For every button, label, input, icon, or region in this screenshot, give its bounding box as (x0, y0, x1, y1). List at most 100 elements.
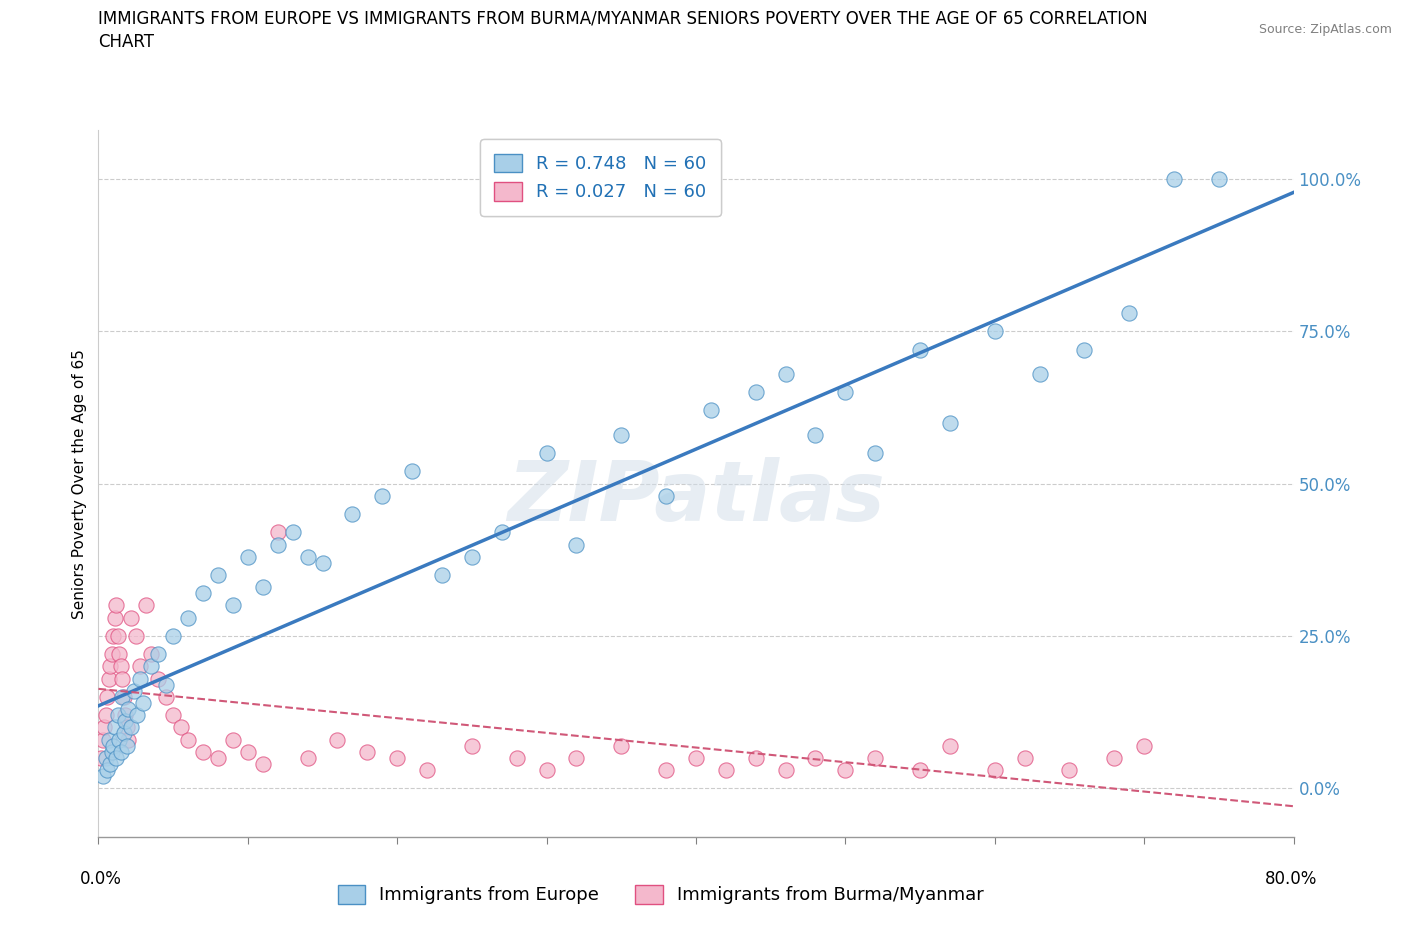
Text: ZIPatlas: ZIPatlas (508, 458, 884, 538)
Point (804, 751, 827, 765)
Text: CHART: CHART (98, 33, 155, 50)
Point (105, 751, 128, 765)
Point (983, 324, 1005, 339)
Point (120, 610, 142, 625)
Point (804, 428, 827, 443)
Point (745, 385, 768, 400)
Point (111, 689, 134, 704)
Text: Source: ZipAtlas.com: Source: ZipAtlas.com (1258, 23, 1392, 36)
Point (610, 738, 633, 753)
Point (536, 445, 558, 460)
Point (565, 538, 588, 552)
Point (908, 763, 931, 777)
Point (139, 659, 162, 674)
Point (108, 646, 131, 661)
Point (96, 689, 118, 704)
Point (775, 366, 797, 381)
Point (775, 763, 797, 777)
Point (127, 708, 149, 723)
Point (103, 738, 125, 753)
Point (401, 464, 423, 479)
Point (281, 525, 304, 539)
Point (97, 732, 120, 747)
Point (297, 550, 319, 565)
Point (252, 579, 274, 594)
Point (655, 763, 678, 777)
Legend: Immigrants from Europe, Immigrants from Burma/Myanmar: Immigrants from Europe, Immigrants from … (330, 878, 991, 911)
Point (834, 385, 856, 400)
Point (112, 726, 135, 741)
Point (610, 428, 633, 443)
Point (297, 751, 319, 765)
Point (236, 550, 259, 565)
Point (112, 689, 135, 704)
Point (1163, 171, 1185, 186)
Point (385, 751, 409, 765)
Point (162, 708, 184, 723)
Point (745, 751, 768, 765)
Point (162, 629, 184, 644)
Legend: R = 0.748   N = 60, R = 0.027   N = 60: R = 0.748 N = 60, R = 0.027 N = 60 (479, 140, 721, 216)
Point (267, 538, 290, 552)
Point (1102, 751, 1125, 765)
Point (191, 744, 214, 759)
Point (1073, 342, 1095, 357)
Point (1208, 171, 1230, 186)
Point (267, 525, 290, 539)
Point (104, 610, 127, 625)
Point (114, 714, 136, 729)
Point (252, 756, 274, 771)
Point (125, 629, 148, 644)
Point (834, 763, 856, 777)
Point (120, 720, 142, 735)
Point (685, 751, 707, 765)
Point (1118, 306, 1140, 321)
Point (342, 507, 364, 522)
Point (565, 751, 588, 765)
Point (91, 732, 114, 747)
Point (416, 763, 439, 777)
Point (939, 415, 962, 430)
Point (1133, 738, 1156, 753)
Point (107, 629, 129, 644)
Point (207, 751, 229, 765)
Text: IMMIGRANTS FROM EUROPE VS IMMIGRANTS FROM BURMA/MYANMAR SENIORS POVERTY OVER THE: IMMIGRANTS FROM EUROPE VS IMMIGRANTS FRO… (98, 9, 1149, 27)
Point (222, 732, 245, 747)
Point (105, 598, 128, 613)
Point (94, 708, 117, 723)
Point (117, 732, 139, 747)
Point (93, 720, 115, 735)
Point (191, 586, 214, 601)
Point (148, 671, 170, 686)
Point (117, 701, 139, 716)
Point (115, 738, 138, 753)
Point (91, 768, 114, 783)
Point (491, 525, 513, 539)
Point (1028, 366, 1050, 381)
Point (114, 708, 136, 723)
Point (1014, 751, 1036, 765)
Point (908, 342, 931, 357)
Point (177, 732, 200, 747)
Point (939, 738, 962, 753)
Point (90, 751, 112, 765)
Point (124, 684, 146, 698)
Point (356, 744, 378, 759)
Point (98, 756, 122, 771)
Point (311, 555, 333, 570)
Point (135, 598, 157, 613)
Point (101, 646, 124, 661)
Point (461, 738, 484, 753)
Point (98, 659, 122, 674)
Point (104, 720, 127, 735)
Point (110, 659, 132, 674)
Point (222, 598, 245, 613)
Point (177, 610, 200, 625)
Point (700, 403, 723, 418)
Point (326, 732, 349, 747)
Point (132, 696, 155, 711)
Point (536, 763, 558, 777)
Y-axis label: Seniors Poverty Over the Age of 65: Seniors Poverty Over the Age of 65 (72, 349, 87, 618)
Point (108, 732, 131, 747)
Point (115, 720, 138, 735)
